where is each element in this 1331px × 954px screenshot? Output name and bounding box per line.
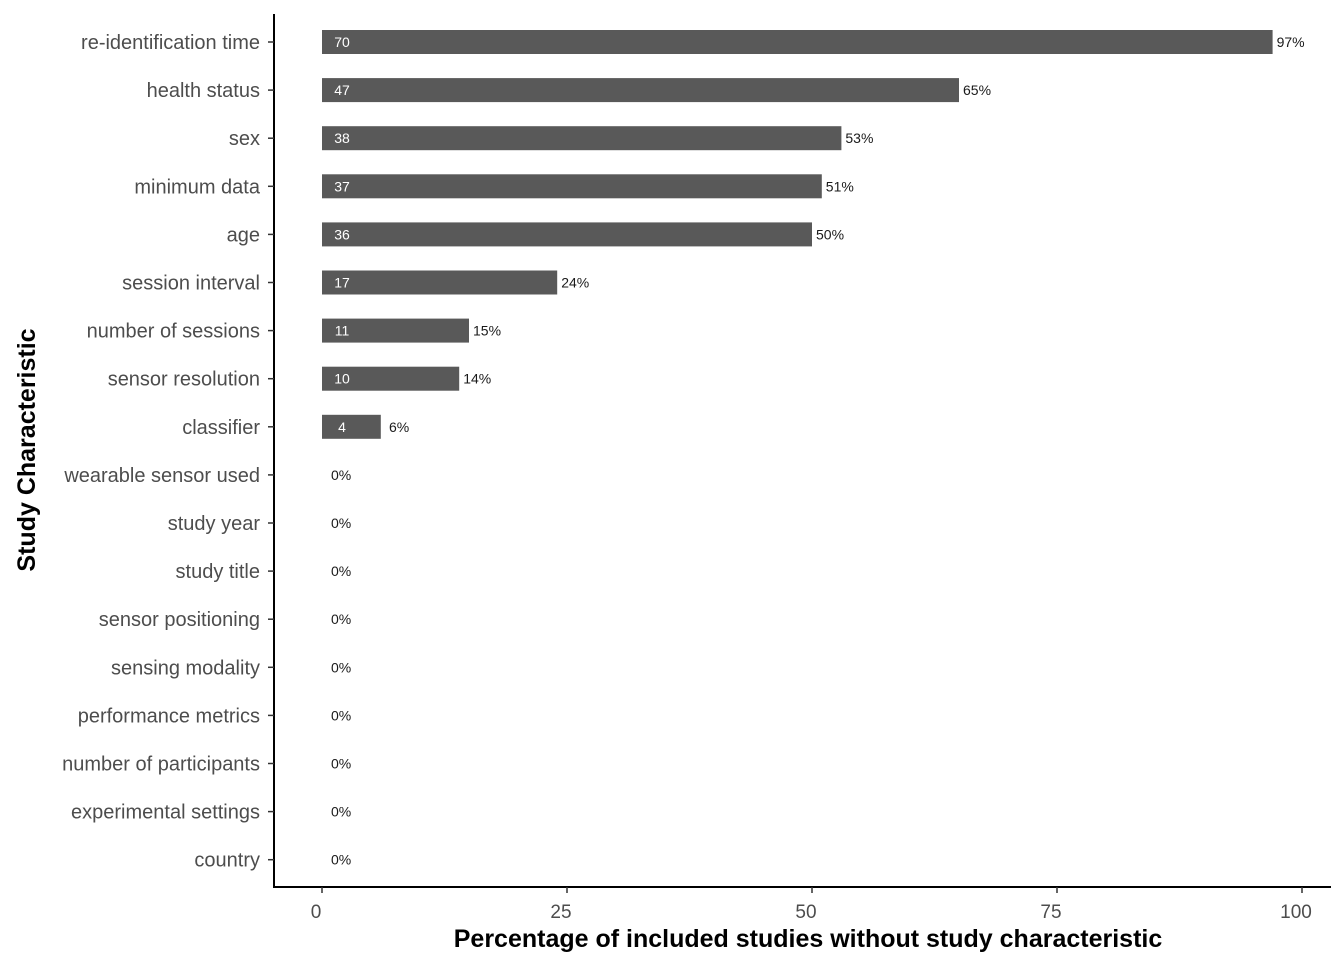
category-label: sex	[229, 128, 260, 150]
x-tick-label: 75	[1040, 902, 1061, 923]
bar-percent-label: 53%	[845, 130, 873, 146]
category-label: performance metrics	[78, 705, 260, 727]
category-label: re-identification time	[81, 32, 260, 54]
bar-percent-label: 97%	[1277, 34, 1305, 50]
bar	[322, 78, 959, 103]
bar-percent-label: 0%	[331, 563, 351, 579]
category-label: wearable sensor used	[63, 465, 260, 487]
bar-percent-label: 0%	[331, 804, 351, 820]
category-label: experimental settings	[71, 802, 260, 824]
category-label: study title	[176, 561, 260, 583]
bar-count-label: 10	[334, 371, 350, 387]
bar-count-label: 36	[334, 226, 350, 242]
bar-percent-label: 0%	[331, 707, 351, 723]
category-label: classifier	[182, 417, 260, 439]
bar	[322, 366, 460, 391]
bar-percent-label: 0%	[331, 852, 351, 868]
category-label: study year	[168, 513, 261, 535]
category-label: country	[194, 850, 260, 872]
bar	[322, 174, 822, 199]
category-label: minimum data	[134, 176, 260, 198]
x-tick-label: 50	[795, 902, 816, 923]
category-label: age	[227, 224, 260, 246]
bar-count-label: 4	[338, 419, 346, 435]
bar-count-label: 70	[334, 34, 350, 50]
axes-group	[273, 14, 1331, 888]
x-ticks-group: 0 25 50 75 100	[311, 887, 1312, 923]
x-axis-title: Percentage of included studies without s…	[454, 925, 1163, 953]
category-label: sensor positioning	[99, 609, 260, 631]
x-tick-label: 0	[311, 902, 322, 923]
bar-count-label: 17	[334, 275, 350, 291]
bar-percent-label: 65%	[963, 82, 991, 98]
bar	[322, 414, 381, 439]
y-axis-title: Study Characteristic	[13, 328, 41, 571]
category-label: session interval	[122, 273, 260, 295]
bar-percent-label: 6%	[389, 419, 409, 435]
bar-percent-label: 50%	[816, 226, 844, 242]
bar-percent-label: 0%	[331, 515, 351, 531]
bar-percent-label: 14%	[463, 371, 491, 387]
bar-count-label: 38	[334, 130, 350, 146]
bar-count-label: 11	[335, 323, 350, 339]
bar-percent-label: 51%	[826, 178, 854, 194]
category-label: health status	[147, 80, 260, 102]
bar-percent-label: 0%	[331, 756, 351, 772]
bar-percent-label: 15%	[473, 323, 501, 339]
category-label: sensor resolution	[108, 369, 260, 391]
bar-count-label: 47	[334, 82, 350, 98]
bar	[322, 222, 812, 247]
bar	[322, 30, 1273, 54]
bar-count-label: 37	[334, 178, 350, 194]
bar	[322, 270, 558, 295]
bar-percent-label: 0%	[331, 611, 351, 627]
category-label: number of sessions	[87, 321, 260, 343]
bar	[322, 318, 469, 343]
bars-group: 70 97% 47 65% 38 53% 37 51% 36 50% 17 24% 11 15% 10 14%…	[322, 30, 1305, 868]
x-tick-label: 100	[1280, 902, 1312, 923]
category-labels-group: re-identification time health status sex mi…	[62, 32, 274, 872]
category-label: sensing modality	[111, 657, 260, 679]
bar-percent-label: 0%	[331, 659, 351, 675]
x-tick-label: 25	[550, 902, 571, 923]
bar	[322, 126, 842, 151]
bar-percent-label: 24%	[561, 275, 589, 291]
bar-percent-label: 0%	[331, 467, 351, 483]
category-label: number of participants	[62, 754, 260, 776]
